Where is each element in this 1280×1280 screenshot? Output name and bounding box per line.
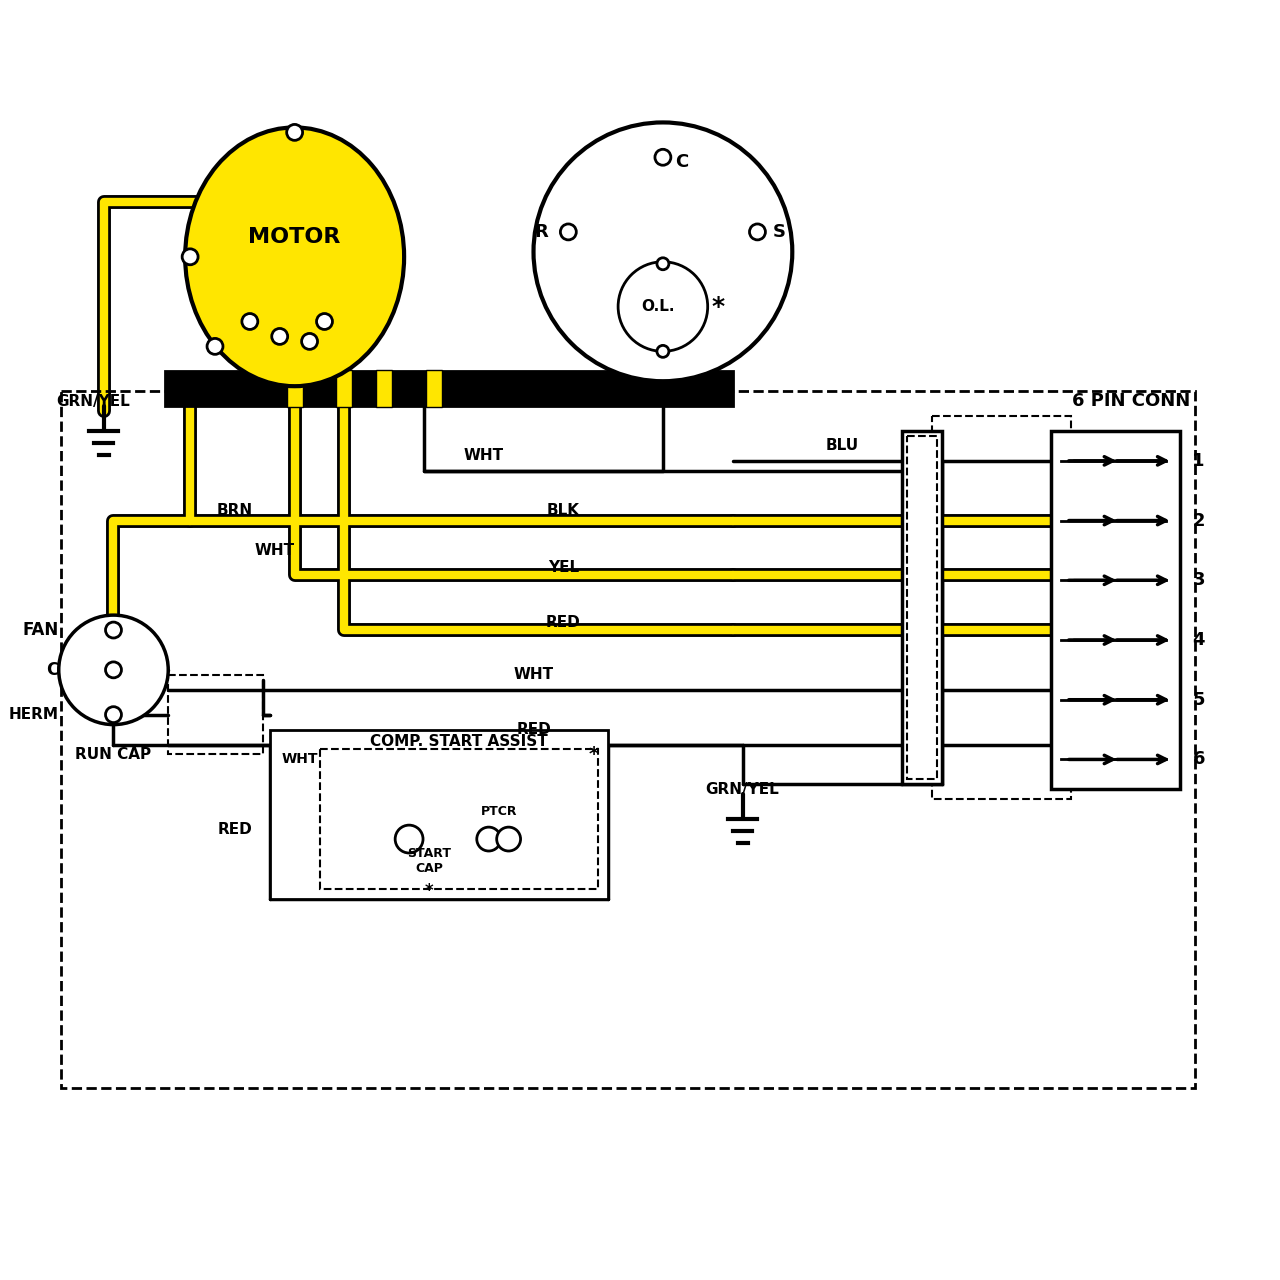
Text: HERM: HERM: [9, 707, 59, 722]
Bar: [337, 370, 352, 407]
Bar: [1051, 431, 1180, 790]
Text: FAN: FAN: [23, 621, 59, 639]
Text: 3: 3: [1193, 571, 1204, 589]
Circle shape: [476, 827, 500, 851]
Circle shape: [105, 622, 122, 637]
Text: WHT: WHT: [463, 448, 504, 463]
Text: 1: 1: [1193, 452, 1204, 470]
Text: WHT: WHT: [513, 667, 553, 682]
Circle shape: [302, 334, 317, 349]
Text: 2: 2: [1193, 512, 1204, 530]
Text: GRN/YEL: GRN/YEL: [56, 394, 131, 408]
Text: C: C: [675, 154, 689, 172]
Text: RUN CAP: RUN CAP: [76, 748, 151, 762]
Text: 5: 5: [1193, 691, 1204, 709]
Circle shape: [271, 329, 288, 344]
Circle shape: [618, 262, 708, 351]
Text: MOTOR: MOTOR: [248, 227, 340, 247]
Bar: [168, 675, 262, 754]
Text: *: *: [589, 745, 598, 764]
Text: YEL: YEL: [548, 559, 579, 575]
Text: START
CAP: START CAP: [407, 847, 451, 876]
Circle shape: [750, 224, 765, 239]
Circle shape: [105, 707, 122, 723]
Circle shape: [657, 257, 669, 270]
Text: 6 PIN CONN: 6 PIN CONN: [1071, 392, 1190, 410]
Text: C: C: [46, 660, 59, 678]
Text: *: *: [712, 294, 724, 319]
Text: RED: RED: [547, 614, 581, 630]
Text: BLU: BLU: [826, 439, 859, 453]
Circle shape: [316, 314, 333, 329]
Circle shape: [534, 123, 792, 381]
Text: 4: 4: [1193, 631, 1204, 649]
Circle shape: [497, 827, 521, 851]
Bar: [426, 370, 442, 407]
Bar: [165, 371, 732, 406]
Bar: [906, 436, 937, 780]
Text: COMPRESSOR: COMPRESSOR: [582, 163, 744, 182]
Circle shape: [242, 314, 257, 329]
Text: S: S: [772, 223, 786, 241]
Bar: [376, 370, 392, 407]
Text: BLK: BLK: [547, 503, 580, 518]
Circle shape: [657, 346, 669, 357]
Text: 6: 6: [1193, 750, 1204, 768]
Bar: [287, 370, 302, 407]
Circle shape: [59, 616, 168, 724]
Circle shape: [396, 826, 422, 852]
Text: R: R: [535, 223, 548, 241]
Text: WHT: WHT: [255, 543, 294, 558]
Circle shape: [655, 150, 671, 165]
Circle shape: [561, 224, 576, 239]
Text: BRN: BRN: [216, 503, 253, 518]
Bar: [902, 431, 942, 785]
Text: RED: RED: [218, 822, 252, 837]
Bar: [320, 750, 598, 888]
Bar: [270, 730, 608, 899]
Circle shape: [287, 124, 302, 141]
Text: COMP. START ASSIST: COMP. START ASSIST: [370, 733, 548, 749]
Circle shape: [182, 248, 198, 265]
Text: RED: RED: [516, 722, 550, 737]
Text: *: *: [425, 882, 434, 900]
Text: WHT: WHT: [282, 753, 317, 767]
Text: GRN/YEL: GRN/YEL: [705, 782, 780, 796]
Text: O.L.: O.L.: [641, 300, 675, 314]
Text: PTCR: PTCR: [480, 805, 517, 818]
Ellipse shape: [186, 128, 404, 387]
Circle shape: [105, 662, 122, 678]
Circle shape: [207, 338, 223, 355]
